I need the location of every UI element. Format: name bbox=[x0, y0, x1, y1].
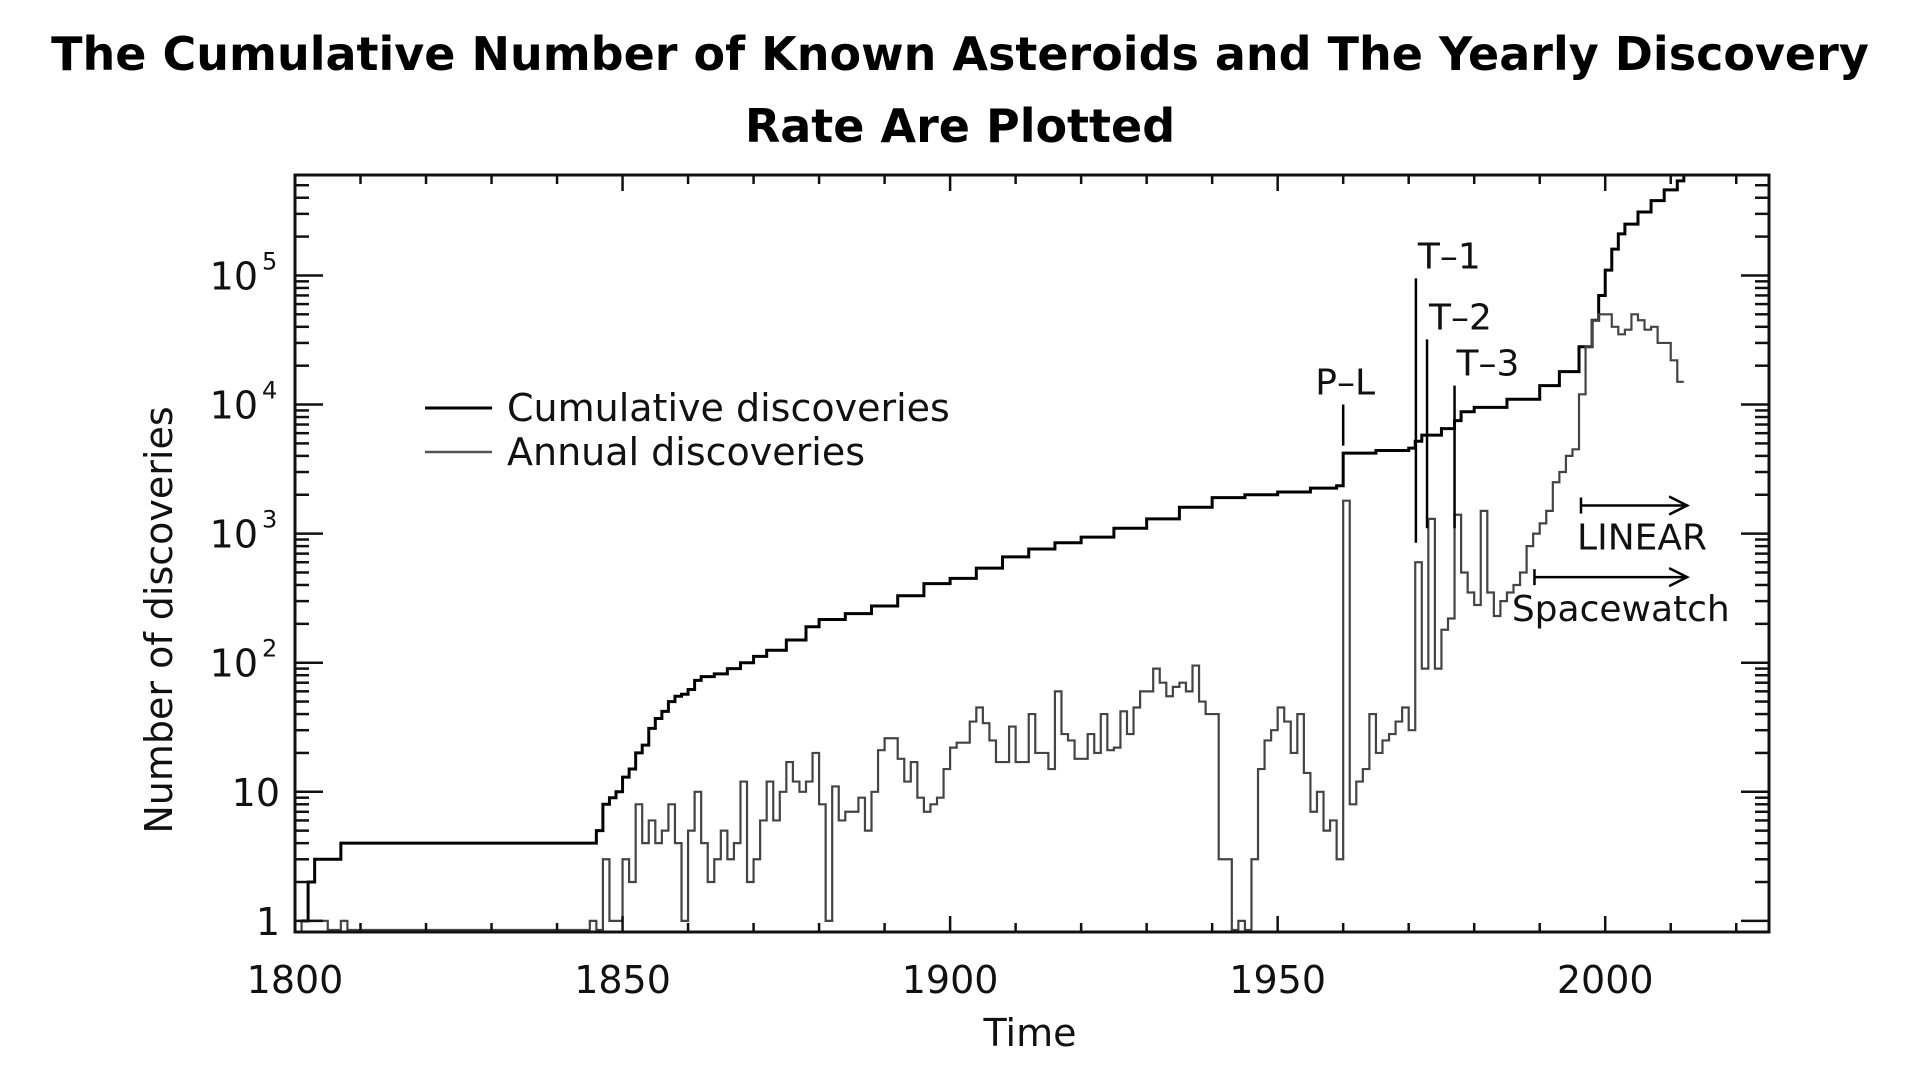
y-tick-exponent: 5 bbox=[262, 247, 277, 275]
annotation-label: T–3 bbox=[1456, 344, 1520, 385]
chart-title-line-1: The Cumulative Number of Known Asteroids… bbox=[51, 27, 1869, 81]
x-tick-label: 1900 bbox=[902, 958, 999, 1002]
y-tick-label: 10 bbox=[210, 254, 258, 298]
annotations: P–L T–1 T–2 T–3 LINEAR Spacewatch bbox=[1315, 236, 1729, 630]
x-tick-label: 2000 bbox=[1557, 958, 1654, 1002]
arrow-head-icon bbox=[1668, 495, 1690, 516]
y-tick-label: 10 bbox=[210, 513, 258, 557]
y-tick-label: 1 bbox=[256, 900, 280, 944]
arrow-label: LINEAR bbox=[1577, 518, 1707, 559]
annotation-label: T–2 bbox=[1428, 297, 1492, 338]
x-tick-label: 1850 bbox=[574, 958, 671, 1002]
y-tick-exponent: 3 bbox=[262, 506, 277, 534]
y-tick-label: 10 bbox=[232, 771, 280, 815]
chart-title: The Cumulative Number of Known Asteroids… bbox=[0, 18, 1920, 162]
axis-ticks bbox=[293, 173, 1769, 932]
plot-series bbox=[300, 173, 1691, 932]
annual-discoveries-line bbox=[300, 313, 1684, 932]
x-tick-label: 1800 bbox=[247, 958, 344, 1002]
annotation-label: P–L bbox=[1315, 363, 1375, 404]
y-tick-exponent: 4 bbox=[262, 377, 277, 405]
plot-frame bbox=[293, 173, 1771, 934]
y-tick-label: 10 bbox=[210, 384, 258, 428]
cumulative-discoveries-line bbox=[301, 173, 1691, 923]
y-tick-exponent: 2 bbox=[262, 635, 277, 663]
legend-label-cumulative: Cumulative discoveries bbox=[507, 386, 950, 430]
arrow-head-icon bbox=[1668, 567, 1690, 588]
legend-label-annual: Annual discoveries bbox=[507, 430, 865, 474]
x-axis-label: Time bbox=[983, 1011, 1077, 1055]
y-axis-label: Number of discoveries bbox=[137, 406, 181, 833]
arrow-label: Spacewatch bbox=[1512, 589, 1730, 630]
legend: Cumulative discoveries Annual discoverie… bbox=[425, 386, 950, 474]
chart-title-line-2: Rate Are Plotted bbox=[744, 99, 1176, 153]
x-tick-label: 1950 bbox=[1229, 958, 1326, 1002]
annotation-label: T–1 bbox=[1417, 236, 1481, 277]
y-tick-label: 10 bbox=[210, 642, 258, 686]
